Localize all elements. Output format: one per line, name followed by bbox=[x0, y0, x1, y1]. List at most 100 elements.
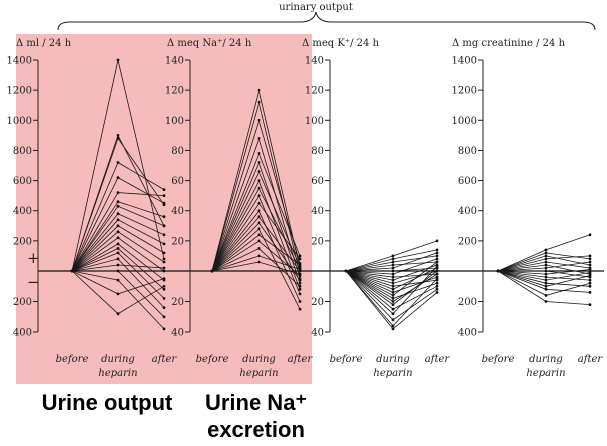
panel-y-axis-title: Δ meq Na⁺/ 24 h bbox=[167, 38, 252, 49]
data-point bbox=[162, 260, 166, 264]
x-category-label: during bbox=[376, 354, 410, 365]
data-point bbox=[162, 188, 166, 192]
data-point bbox=[162, 284, 166, 288]
y-tick-label: 120 bbox=[165, 86, 184, 97]
data-point bbox=[588, 268, 592, 271]
y-tick-label: 1000 bbox=[7, 116, 32, 127]
y-tick-label: 800 bbox=[458, 146, 477, 157]
data-point bbox=[391, 327, 395, 331]
data-point bbox=[257, 118, 261, 122]
data-point bbox=[162, 277, 166, 280]
data-point bbox=[391, 287, 395, 291]
data-point bbox=[391, 324, 395, 328]
data-point bbox=[588, 271, 592, 274]
y-tick-label: 40 bbox=[311, 206, 324, 217]
data-point bbox=[257, 260, 261, 264]
data-point bbox=[391, 291, 395, 294]
data-point bbox=[257, 186, 261, 190]
data-point bbox=[435, 269, 439, 273]
data-point bbox=[391, 307, 395, 311]
data-point bbox=[70, 269, 74, 273]
data-point bbox=[391, 257, 395, 261]
header-brace bbox=[57, 11, 596, 31]
y-tick-label: 40 bbox=[171, 206, 184, 217]
data-point bbox=[162, 215, 166, 219]
y-tick-label: 1000 bbox=[452, 116, 477, 127]
data-point bbox=[344, 269, 348, 273]
data-point bbox=[588, 257, 592, 261]
y-tick-label: 100 bbox=[165, 116, 184, 127]
y-tick-label: 1200 bbox=[452, 86, 477, 97]
data-point bbox=[544, 254, 548, 258]
minus-sign: − bbox=[27, 273, 40, 291]
x-axis-label: heparin bbox=[526, 368, 565, 379]
data-point bbox=[435, 272, 439, 276]
data-point bbox=[391, 266, 395, 270]
data-point bbox=[162, 251, 166, 255]
x-axis-label: heparin bbox=[373, 368, 412, 379]
data-point bbox=[544, 269, 548, 273]
data-point bbox=[162, 242, 166, 246]
data-point bbox=[391, 318, 395, 322]
data-point bbox=[257, 254, 261, 258]
x-category-label: before bbox=[482, 354, 515, 365]
data-point bbox=[391, 263, 395, 267]
data-point bbox=[257, 209, 261, 213]
y-tick-label: 400 bbox=[458, 206, 477, 217]
data-point bbox=[298, 263, 302, 267]
caption-urine-output: Urine output bbox=[42, 390, 173, 415]
data-point bbox=[257, 161, 261, 164]
chart-panel-4: Δ mg creatinine / 24 h 1400 1200 1000 800 600… bbox=[452, 38, 604, 379]
data-point bbox=[496, 269, 500, 273]
panel-y-axis-title: Δ mg creatinine / 24 h bbox=[452, 38, 566, 49]
y-tick-label: 600 bbox=[13, 176, 32, 187]
data-point bbox=[391, 278, 395, 282]
y-tick-label: 400 bbox=[458, 328, 477, 339]
data-point bbox=[544, 248, 548, 252]
panel-y-axis-title: Δ ml / 24 h bbox=[16, 38, 72, 49]
x-category-label: after bbox=[578, 354, 604, 365]
data-point bbox=[435, 248, 439, 252]
panel-y-axis-title: Δ meq K⁺/ 24 h bbox=[302, 38, 380, 49]
data-point bbox=[116, 269, 120, 273]
series-line bbox=[345, 240, 438, 272]
data-point bbox=[588, 254, 592, 258]
data-point bbox=[544, 263, 548, 267]
data-point bbox=[257, 239, 261, 243]
data-point bbox=[116, 263, 120, 267]
data-point bbox=[257, 233, 261, 237]
x-category-label: before bbox=[330, 354, 363, 365]
data-point bbox=[435, 287, 439, 291]
data-point bbox=[162, 224, 166, 228]
data-point bbox=[391, 294, 395, 297]
caption-urine-na-line2: excretion bbox=[207, 417, 305, 442]
plus-sign: + bbox=[27, 249, 40, 267]
data-point bbox=[257, 179, 261, 183]
data-point bbox=[544, 294, 548, 297]
data-point bbox=[116, 292, 120, 296]
y-tick-label: 40 bbox=[171, 328, 184, 339]
data-point bbox=[257, 201, 261, 205]
data-point bbox=[298, 287, 302, 291]
data-point bbox=[391, 284, 395, 288]
data-point bbox=[116, 191, 120, 195]
data-point bbox=[391, 297, 395, 300]
data-point bbox=[544, 257, 548, 261]
data-point bbox=[298, 268, 302, 271]
chart-panel-1: Δ ml / 24 h 1400 1200 1000 800 600 400 200 200 40… bbox=[7, 38, 178, 379]
y-tick-label: 60 bbox=[171, 176, 184, 187]
data-point bbox=[257, 100, 261, 104]
y-tick-label: 400 bbox=[13, 328, 32, 339]
data-point bbox=[116, 204, 120, 208]
y-tick-label: 200 bbox=[458, 236, 477, 247]
x-category-label: after bbox=[288, 354, 314, 365]
data-point bbox=[391, 260, 395, 264]
data-point bbox=[435, 257, 439, 261]
highlight-box bbox=[16, 34, 312, 384]
data-point bbox=[391, 312, 395, 316]
data-point bbox=[116, 137, 120, 140]
data-point bbox=[391, 275, 395, 279]
data-point bbox=[588, 278, 592, 282]
data-point bbox=[544, 284, 548, 288]
data-point bbox=[116, 257, 120, 261]
